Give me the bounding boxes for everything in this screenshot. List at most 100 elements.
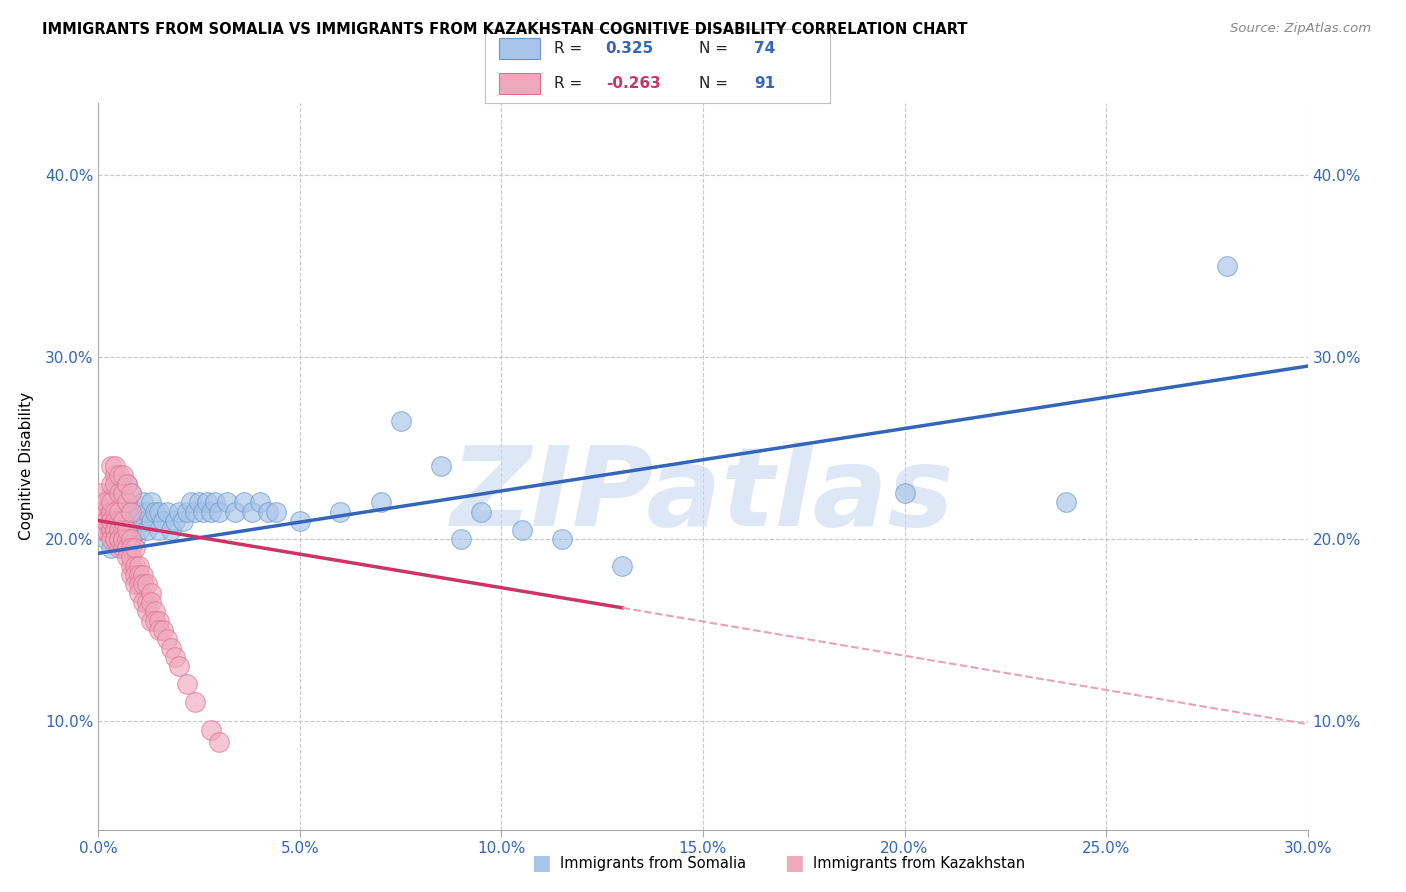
Point bbox=[96, 504, 118, 518]
Point bbox=[152, 514, 174, 528]
Point bbox=[124, 514, 146, 528]
Point bbox=[167, 504, 190, 518]
Point bbox=[510, 523, 533, 537]
Point bbox=[107, 495, 129, 509]
Point bbox=[389, 414, 412, 428]
Point bbox=[103, 523, 125, 537]
Point bbox=[132, 495, 155, 509]
Text: N =: N = bbox=[699, 41, 733, 56]
Point bbox=[128, 568, 150, 582]
Point bbox=[91, 486, 114, 500]
Point bbox=[217, 495, 239, 509]
Point bbox=[107, 504, 129, 518]
Point bbox=[195, 495, 218, 509]
Point bbox=[224, 504, 246, 518]
Point bbox=[100, 523, 122, 537]
Point bbox=[111, 504, 134, 518]
Point bbox=[139, 495, 162, 509]
Point bbox=[160, 640, 183, 655]
Point bbox=[103, 477, 125, 491]
Point bbox=[100, 504, 122, 518]
Point bbox=[180, 495, 202, 509]
Text: R =: R = bbox=[554, 76, 588, 91]
Point bbox=[96, 514, 118, 528]
Point bbox=[107, 532, 129, 546]
Point bbox=[91, 523, 114, 537]
Text: -0.263: -0.263 bbox=[606, 76, 661, 91]
Point bbox=[551, 532, 574, 546]
Point bbox=[115, 532, 138, 546]
Point bbox=[107, 514, 129, 528]
Text: Immigrants from Kazakhstan: Immigrants from Kazakhstan bbox=[813, 856, 1025, 871]
Point bbox=[288, 514, 311, 528]
Text: Immigrants from Somalia: Immigrants from Somalia bbox=[560, 856, 745, 871]
Point bbox=[107, 532, 129, 546]
Point bbox=[240, 504, 263, 518]
Point bbox=[115, 477, 138, 491]
Point bbox=[264, 504, 287, 518]
Text: 91: 91 bbox=[754, 76, 775, 91]
Point bbox=[100, 504, 122, 518]
Point bbox=[135, 504, 157, 518]
Point bbox=[135, 605, 157, 619]
Point bbox=[204, 495, 226, 509]
Point bbox=[156, 504, 179, 518]
Point bbox=[128, 586, 150, 600]
Point bbox=[148, 523, 170, 537]
Text: IMMIGRANTS FROM SOMALIA VS IMMIGRANTS FROM KAZAKHSTAN COGNITIVE DISABILITY CORRE: IMMIGRANTS FROM SOMALIA VS IMMIGRANTS FR… bbox=[42, 22, 967, 37]
Point bbox=[111, 523, 134, 537]
Point bbox=[100, 486, 122, 500]
Point bbox=[120, 504, 142, 518]
Point bbox=[111, 468, 134, 483]
Point bbox=[107, 514, 129, 528]
FancyBboxPatch shape bbox=[499, 38, 540, 59]
Text: 74: 74 bbox=[754, 41, 775, 56]
Point bbox=[612, 559, 634, 574]
Point bbox=[184, 504, 207, 518]
Point bbox=[208, 735, 231, 749]
Text: ZIPatlas: ZIPatlas bbox=[451, 442, 955, 549]
Point bbox=[103, 532, 125, 546]
Point bbox=[156, 632, 179, 646]
Y-axis label: Cognitive Disability: Cognitive Disability bbox=[18, 392, 34, 541]
Point bbox=[96, 523, 118, 537]
Point bbox=[96, 495, 118, 509]
Point bbox=[100, 523, 122, 537]
Point bbox=[135, 577, 157, 591]
FancyBboxPatch shape bbox=[499, 73, 540, 94]
Text: N =: N = bbox=[699, 76, 733, 91]
Point bbox=[120, 541, 142, 555]
Point bbox=[139, 595, 162, 609]
Point bbox=[120, 486, 142, 500]
Point bbox=[96, 504, 118, 518]
Point bbox=[184, 695, 207, 709]
Point bbox=[91, 504, 114, 518]
Point bbox=[120, 549, 142, 564]
Point bbox=[148, 614, 170, 628]
Point bbox=[91, 514, 114, 528]
Point bbox=[128, 577, 150, 591]
Point bbox=[115, 523, 138, 537]
Point bbox=[91, 523, 114, 537]
Point bbox=[128, 523, 150, 537]
Point bbox=[107, 486, 129, 500]
Point bbox=[103, 486, 125, 500]
Point bbox=[232, 495, 254, 509]
Point bbox=[120, 523, 142, 537]
Point bbox=[139, 614, 162, 628]
Point bbox=[450, 532, 472, 546]
Point bbox=[100, 514, 122, 528]
Text: 0.325: 0.325 bbox=[606, 41, 654, 56]
Text: R =: R = bbox=[554, 41, 588, 56]
Point bbox=[470, 504, 492, 518]
Point bbox=[200, 723, 222, 737]
Point bbox=[132, 514, 155, 528]
Point bbox=[107, 523, 129, 537]
Point bbox=[139, 586, 162, 600]
Point bbox=[100, 495, 122, 509]
Point bbox=[139, 514, 162, 528]
Point bbox=[103, 514, 125, 528]
Point bbox=[96, 495, 118, 509]
Point bbox=[91, 504, 114, 518]
Point bbox=[115, 495, 138, 509]
